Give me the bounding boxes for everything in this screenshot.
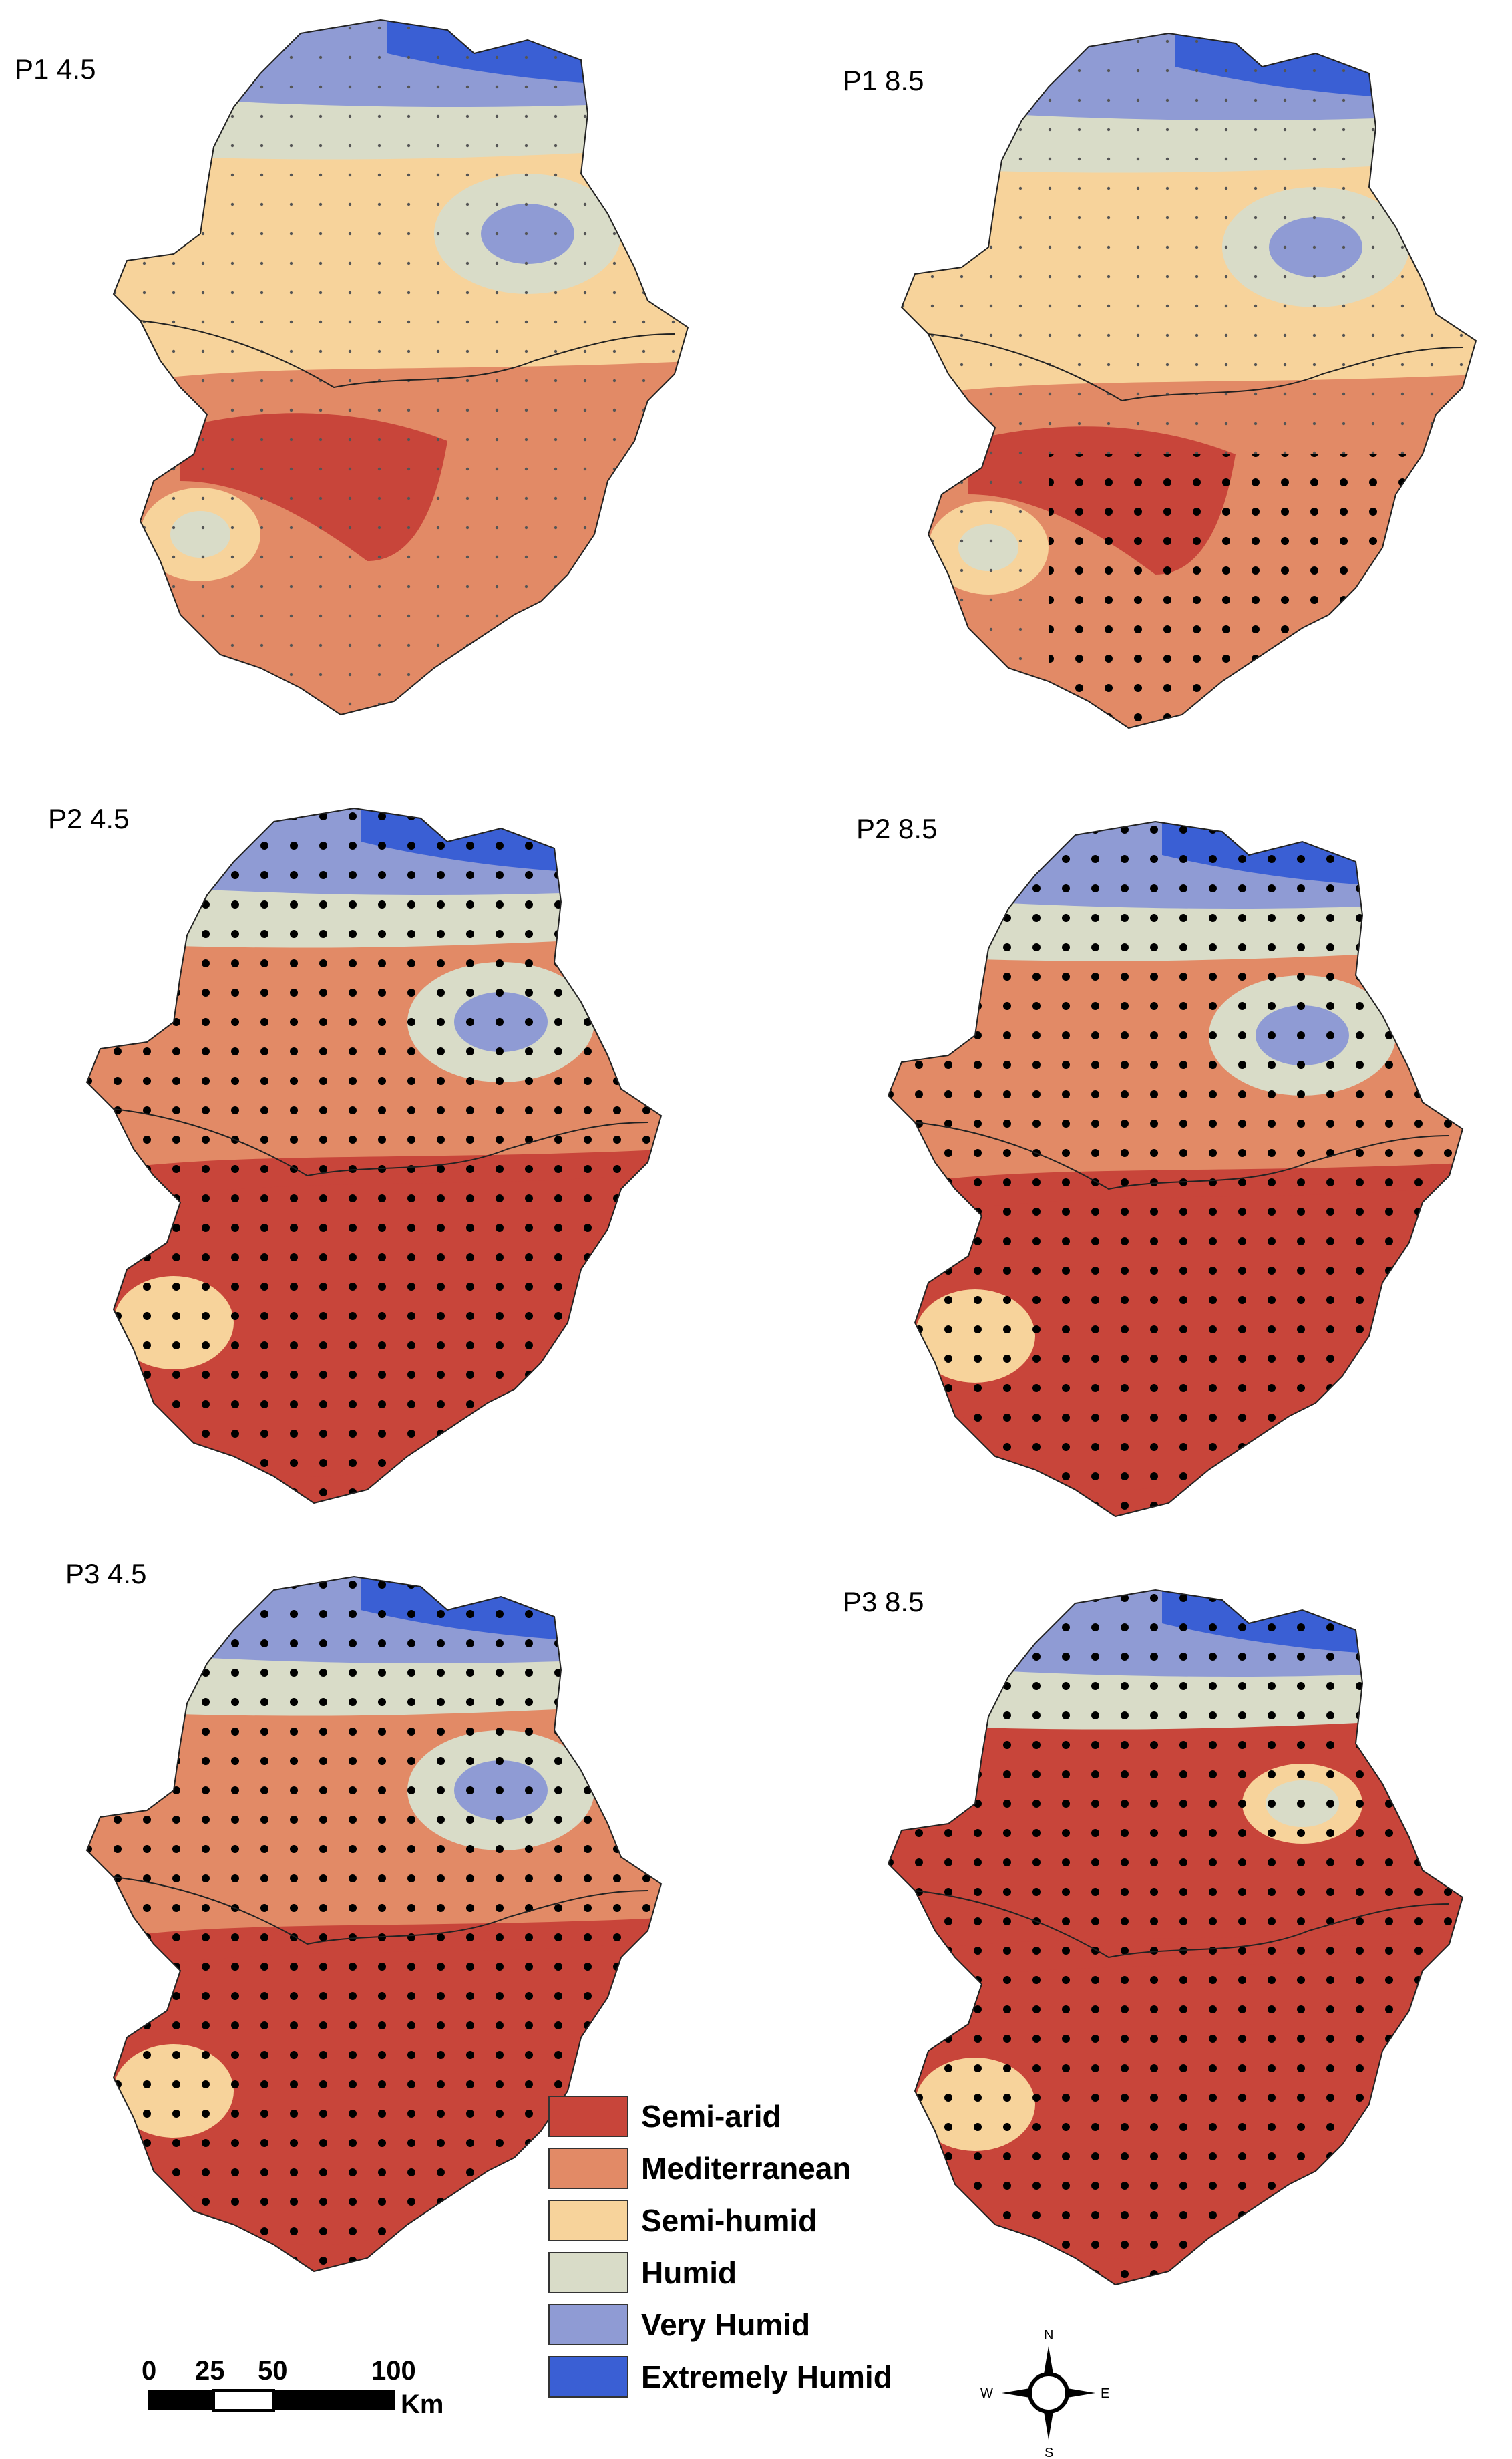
province-boundary [113, 1876, 648, 1945]
legend-label: Very Humid [641, 2307, 810, 2342]
compass-s: S [1045, 2446, 1053, 2459]
legend-label: Semi-humid [641, 2203, 817, 2238]
significance-dots-strong [1049, 454, 1449, 728]
panel-label-p3-45: P3 4.5 [65, 1558, 146, 1589]
map-panel [86, 808, 662, 1504]
panel-label-p2-85: P2 8.5 [856, 813, 937, 844]
legend-swatch [548, 2148, 628, 2189]
legend-label: Semi-arid [641, 2099, 781, 2134]
scale-segment-3 [274, 2390, 395, 2410]
legend-swatch [548, 2200, 628, 2241]
province-boundary [914, 1122, 1450, 1190]
legend-label: Humid [641, 2255, 737, 2290]
map-panel [113, 19, 689, 715]
compass-e: E [1101, 2386, 1109, 2401]
legend-swatch [548, 2356, 628, 2398]
map-panel [888, 821, 1463, 1517]
province-boundary [928, 333, 1463, 402]
panel-label-p1-85: P1 8.5 [843, 65, 924, 96]
legend-swatch [548, 2096, 628, 2137]
legend-swatch [548, 2252, 628, 2293]
significance-dots [114, 20, 688, 715]
compass-n: N [1044, 2328, 1053, 2343]
legend-swatch [548, 2304, 628, 2345]
map-panel [888, 1589, 1463, 2285]
scale-tick-50: 50 [258, 2356, 288, 2386]
panel-label-p2-45: P2 4.5 [48, 803, 129, 834]
scale-unit: Km [401, 2390, 443, 2419]
significance-dots [87, 808, 661, 1503]
scale-segment-1 [148, 2390, 214, 2410]
scale-tick-25: 25 [195, 2356, 225, 2386]
scale-tick-100: 100 [371, 2356, 416, 2386]
province-boundary [914, 1890, 1450, 1959]
legend-label: Extremely Humid [641, 2359, 892, 2394]
map-panel [901, 33, 1477, 729]
scale-bar: 0 25 50 100 Km [142, 2356, 443, 2419]
panel-label-p3-85: P3 8.5 [843, 1586, 924, 1617]
legend-label: Mediterranean [641, 2151, 851, 2186]
significance-dots [888, 822, 1463, 1516]
province-boundary [113, 1108, 648, 1177]
scale-tick-0: 0 [142, 2356, 156, 2386]
compass-w: W [980, 2386, 993, 2401]
legend: Semi-arid Mediterranean Semi-humid Humid Ver… [548, 2096, 892, 2398]
compass-rose-icon: N S E W [980, 2328, 1109, 2459]
province-boundary [140, 320, 675, 389]
scale-segment-2 [212, 2389, 275, 2412]
significance-dots [888, 1590, 1463, 2285]
panel-label-p1-45: P1 4.5 [15, 53, 96, 85]
